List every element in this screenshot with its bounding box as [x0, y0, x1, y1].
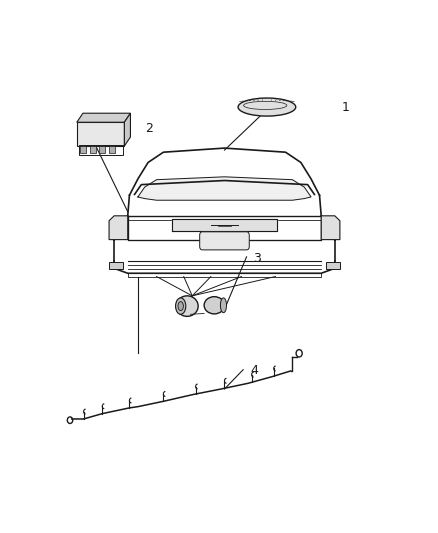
Bar — [78, 145, 123, 155]
Text: 2: 2 — [145, 122, 152, 135]
Ellipse shape — [204, 297, 224, 314]
Polygon shape — [138, 177, 311, 200]
Polygon shape — [77, 122, 124, 146]
Text: 4: 4 — [250, 365, 258, 377]
Ellipse shape — [176, 296, 198, 317]
Bar — [109, 262, 123, 269]
Text: 1: 1 — [342, 101, 350, 114]
Ellipse shape — [176, 298, 186, 314]
Bar — [90, 146, 96, 154]
Bar — [99, 146, 105, 154]
Bar — [109, 146, 115, 154]
Bar — [326, 262, 340, 269]
FancyBboxPatch shape — [200, 232, 249, 250]
Polygon shape — [124, 113, 131, 146]
Bar — [80, 146, 86, 154]
Polygon shape — [109, 216, 128, 240]
Ellipse shape — [220, 298, 226, 313]
Ellipse shape — [178, 302, 184, 311]
Polygon shape — [172, 219, 277, 231]
Polygon shape — [77, 113, 131, 122]
Polygon shape — [321, 216, 340, 240]
Text: 3: 3 — [253, 253, 261, 265]
Ellipse shape — [238, 98, 296, 116]
